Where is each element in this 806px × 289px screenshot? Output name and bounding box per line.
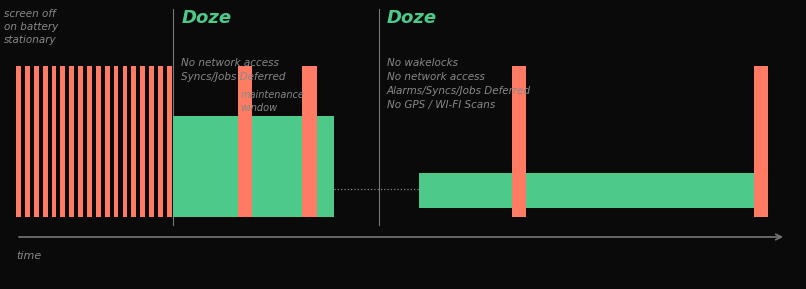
Bar [167, 66, 172, 217]
Bar [158, 66, 163, 217]
Bar [131, 66, 136, 217]
Bar [87, 66, 92, 217]
Bar [140, 66, 145, 217]
Text: Doze: Doze [181, 9, 231, 27]
Bar [114, 66, 118, 217]
Text: time: time [16, 251, 41, 262]
Bar [123, 66, 127, 217]
Text: maintenance
window: maintenance window [240, 90, 304, 113]
Bar [96, 66, 101, 217]
Bar [238, 66, 252, 217]
Bar [78, 66, 83, 217]
Bar [69, 66, 74, 217]
Text: screen off
on battery
stationary: screen off on battery stationary [4, 9, 58, 45]
Bar [16, 66, 21, 217]
Bar [302, 66, 317, 217]
Bar [34, 66, 39, 217]
Bar [419, 173, 762, 208]
Text: Doze: Doze [387, 9, 437, 27]
Bar [149, 66, 154, 217]
Bar [43, 66, 48, 217]
Bar [25, 66, 30, 217]
Text: No network access
Syncs/Jobs Deferred: No network access Syncs/Jobs Deferred [181, 58, 286, 82]
Bar [105, 66, 110, 217]
Text: No wakelocks
No network access
Alarms/Syncs/Jobs Deferred
No GPS / WI-FI Scans: No wakelocks No network access Alarms/Sy… [387, 58, 531, 110]
Bar [173, 116, 334, 217]
Bar [52, 66, 56, 217]
Bar [512, 66, 526, 217]
Bar [60, 66, 65, 217]
Bar [754, 66, 768, 217]
